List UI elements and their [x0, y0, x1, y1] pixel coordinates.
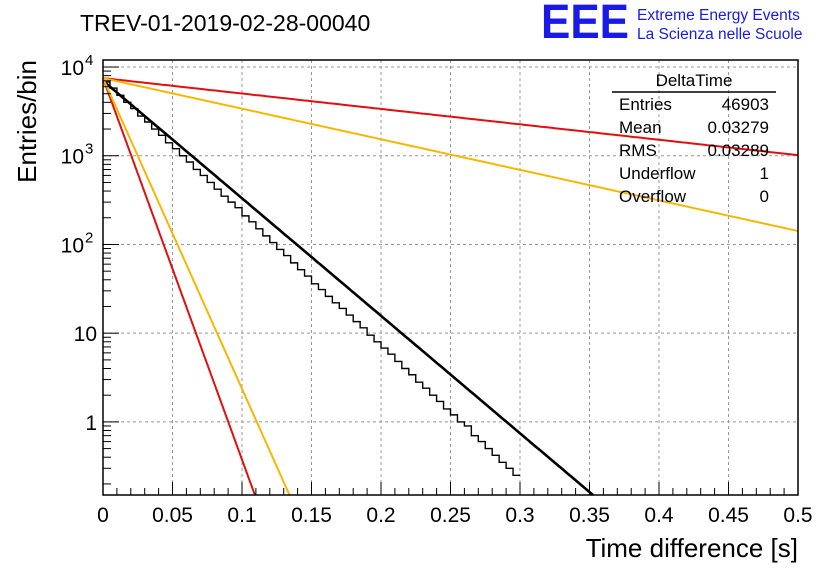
plot-area [102, 77, 799, 496]
y-tick-label: 10 [61, 234, 84, 257]
y-tick-label: 1 [85, 412, 97, 435]
stats-title: DeltaTime [656, 71, 733, 90]
grid-lines [103, 60, 798, 495]
eee-logo-mark: EEE [541, 0, 629, 49]
stats-value-entries: 46903 [722, 95, 769, 114]
fit-curve-3 [102, 77, 799, 232]
histogram-steps [103, 81, 520, 477]
x-tick-label: 0.15 [291, 504, 332, 527]
stats-value-rms: 0.03289 [708, 141, 769, 160]
stats-value-overflow: 0 [760, 187, 769, 206]
stats-label-underflow: Underflow [619, 164, 696, 183]
y-tick-label: 10 [61, 57, 84, 80]
y-tick-label: 10 [61, 146, 84, 169]
x-axis: 0 0.05 0.1 0.15 0.2 0.25 0.3 0.35 0.4 0.45 0.5 [97, 482, 813, 527]
y-tick-base: 10 [74, 323, 97, 346]
fit-curve-2 [102, 77, 799, 157]
chart-title: TREV-01-2019-02-28-00040 [80, 10, 370, 36]
y-axis-label: Entries/bin [12, 60, 42, 183]
stats-box: DeltaTime Entries 46903 Mean 0.03279 RMS… [612, 71, 776, 206]
stats-label-rms: RMS [619, 141, 657, 160]
y-tick-base: 1 [85, 412, 97, 435]
x-tick-label: 0.25 [430, 504, 471, 527]
x-tick-label: 0 [97, 504, 109, 527]
logo-line-1: Extreme Energy Events [637, 7, 800, 24]
stats-value-underflow: 1 [760, 164, 769, 183]
stats-value-mean: 0.03279 [708, 118, 769, 137]
stats-label-overflow: Overflow [619, 187, 687, 206]
x-tick-label: 0.5 [783, 504, 812, 527]
y-tick-exponent: 2 [85, 229, 93, 246]
y-tick-base: 10 [61, 146, 84, 169]
y-tick-base: 10 [61, 57, 84, 80]
logo-line-2: La Scienza nelle Scuole [637, 26, 802, 43]
x-axis-label: Time difference [s] [586, 533, 798, 563]
fit-curve-5 [102, 77, 291, 496]
fit-curve-4 [102, 77, 256, 496]
y-tick-base: 10 [61, 234, 84, 257]
fit-curve-1 [102, 79, 594, 496]
x-tick-label: 0.05 [152, 504, 193, 527]
stats-label-mean: Mean [619, 118, 662, 137]
x-tick-label: 0.35 [569, 504, 610, 527]
y-tick-exponent: 3 [85, 141, 93, 158]
x-tick-label: 0.3 [505, 504, 534, 527]
stats-label-entries: Entries [619, 95, 672, 114]
x-tick-label: 0.4 [644, 504, 674, 527]
x-tick-label: 0.2 [366, 504, 395, 527]
x-tick-label: 0.45 [708, 504, 749, 527]
y-tick-label: 10 [74, 323, 97, 346]
x-tick-label: 0.1 [227, 504, 256, 527]
y-tick-exponent: 4 [85, 52, 93, 69]
